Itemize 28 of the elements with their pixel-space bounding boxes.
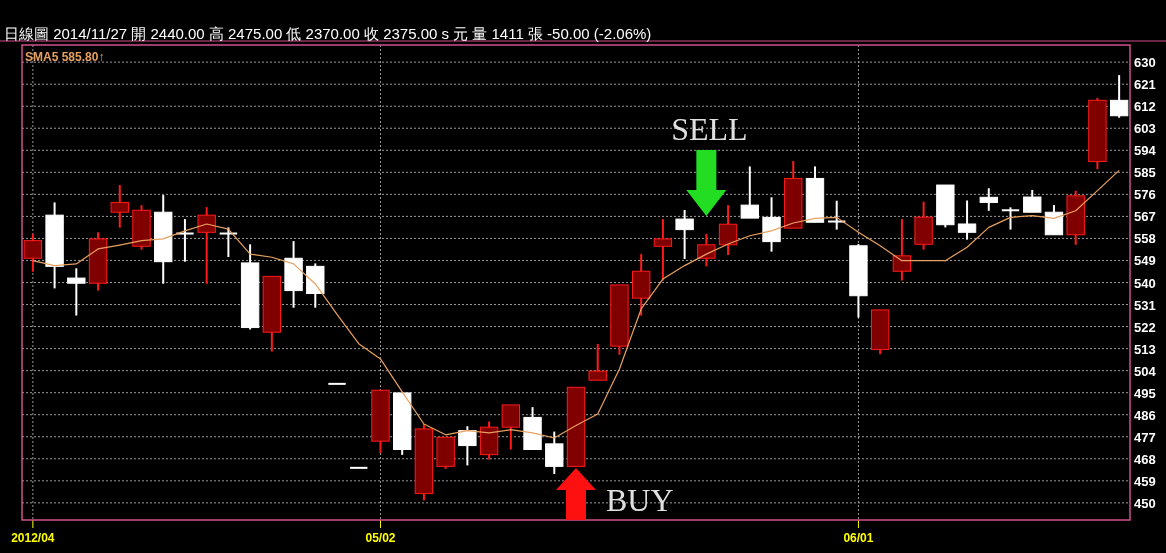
x-tick-label: 2012/04 bbox=[11, 531, 55, 545]
y-tick-label: 513 bbox=[1134, 341, 1156, 357]
y-tick-label: 576 bbox=[1134, 187, 1156, 203]
y-tick-label: 459 bbox=[1134, 473, 1156, 489]
y-tick-label: 612 bbox=[1134, 99, 1156, 115]
annotation: BUY bbox=[606, 482, 674, 518]
y-tick-label: 531 bbox=[1134, 297, 1156, 313]
text: SMA5 585.80↑ bbox=[25, 50, 105, 64]
x-tick-label: 05/02 bbox=[365, 531, 396, 545]
y-tick-label: 504 bbox=[1134, 363, 1157, 379]
chart-title: 日線圖 2014/11/27 開 2440.00 高 2475.00 低 2370.00 收 2375.00 s 元 量 1411 張 -50.00 (-2.06%) bbox=[4, 25, 652, 42]
y-tick-label: 477 bbox=[1134, 429, 1156, 445]
y-tick-label: 603 bbox=[1134, 121, 1156, 137]
y-tick-label: 558 bbox=[1134, 231, 1156, 247]
y-tick-label: 450 bbox=[1134, 495, 1156, 511]
y-tick-label: 468 bbox=[1134, 451, 1156, 467]
y-tick-label: 630 bbox=[1134, 55, 1156, 71]
y-tick-label: 522 bbox=[1134, 319, 1156, 335]
y-tick-label: 621 bbox=[1134, 77, 1156, 93]
y-tick-label: 585 bbox=[1134, 165, 1156, 181]
y-tick-label: 495 bbox=[1134, 385, 1156, 401]
y-tick-label: 486 bbox=[1134, 407, 1156, 423]
y-tick-label: 540 bbox=[1134, 275, 1156, 291]
y-tick-label: 594 bbox=[1134, 143, 1157, 159]
x-tick-label: 06/01 bbox=[843, 531, 874, 545]
y-tick-label: 549 bbox=[1134, 253, 1156, 269]
annotation: SELL bbox=[671, 111, 748, 147]
y-tick-label: 567 bbox=[1134, 209, 1156, 225]
